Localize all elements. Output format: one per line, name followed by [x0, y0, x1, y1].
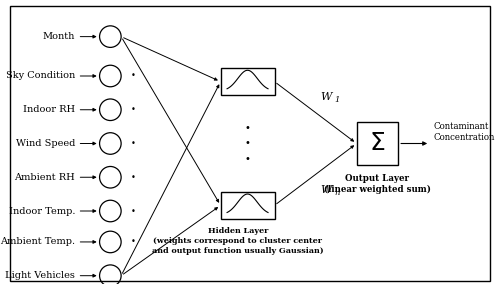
- Text: $\Sigma$: $\Sigma$: [370, 132, 386, 155]
- Text: •: •: [131, 71, 136, 80]
- Text: •: •: [131, 139, 136, 148]
- Text: 1: 1: [334, 96, 340, 104]
- Text: Indoor Temp.: Indoor Temp.: [8, 207, 75, 216]
- Text: •: •: [131, 237, 136, 247]
- Text: Month: Month: [42, 32, 75, 41]
- Text: •: •: [131, 173, 136, 182]
- Text: W: W: [320, 92, 332, 102]
- Text: Contaminant
Concentration: Contaminant Concentration: [434, 122, 496, 142]
- Bar: [356, 122, 398, 165]
- Text: Sky Condition: Sky Condition: [6, 71, 75, 80]
- Text: Output Layer
(linear weighted sum): Output Layer (linear weighted sum): [324, 174, 431, 194]
- Text: •: •: [244, 154, 250, 164]
- Bar: [220, 68, 274, 95]
- Text: •: •: [131, 207, 136, 216]
- Text: n: n: [334, 189, 340, 197]
- Text: Ambient Temp.: Ambient Temp.: [0, 237, 75, 247]
- Text: •: •: [244, 123, 250, 133]
- Text: Light Vehicles: Light Vehicles: [5, 271, 75, 280]
- Text: •: •: [131, 105, 136, 114]
- Text: •: •: [244, 139, 250, 148]
- Text: W: W: [320, 185, 332, 195]
- Text: Ambient RH: Ambient RH: [14, 173, 75, 182]
- Bar: [220, 192, 274, 219]
- Text: Wind Speed: Wind Speed: [16, 139, 75, 148]
- Text: Hidden Layer
(weights correspond to cluster center
and output function usually G: Hidden Layer (weights correspond to clus…: [152, 227, 324, 255]
- Text: Indoor RH: Indoor RH: [23, 105, 75, 114]
